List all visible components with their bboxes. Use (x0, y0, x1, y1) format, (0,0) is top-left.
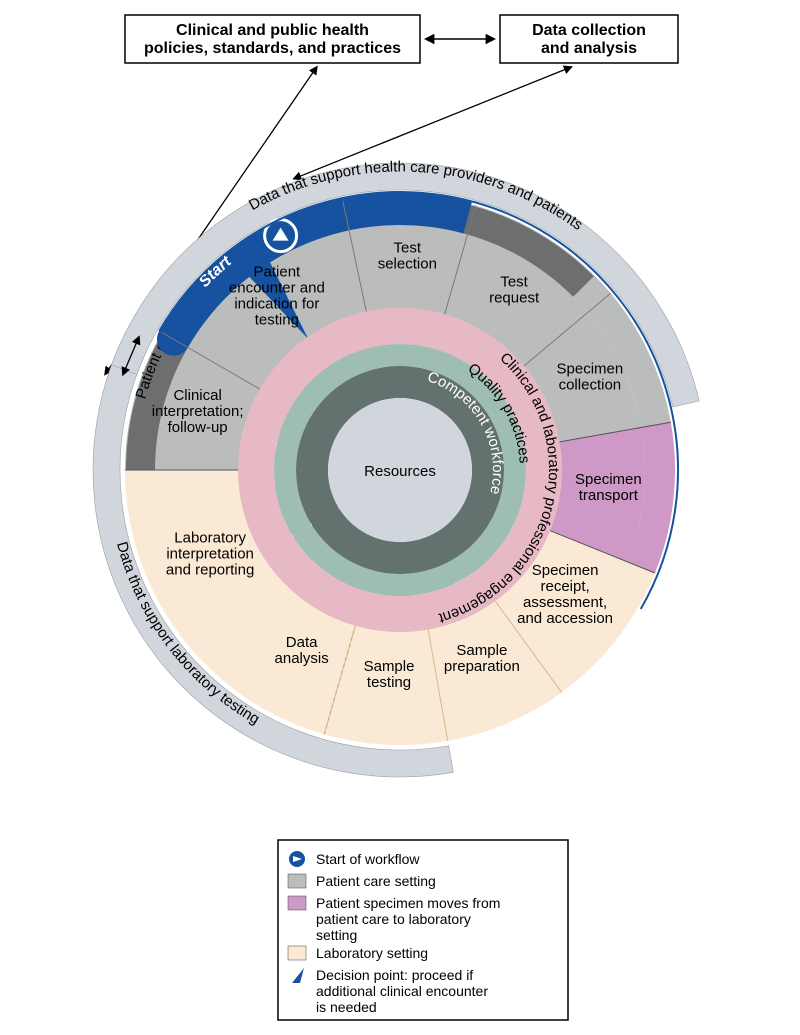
segment-label-5: Specimentransport (575, 471, 642, 504)
legend-text-2: Patient specimen moves from (316, 895, 500, 911)
segment-label-4: Specimencollection (557, 360, 624, 393)
legend-text-3: Laboratory setting (316, 945, 428, 961)
legend-text-2: patient care to laboratory (316, 911, 471, 927)
top-box-right-text: Data collectionand analysis (532, 22, 646, 57)
legend-text-0: Start of workflow (316, 851, 420, 867)
diagram-canvas: Clinical and public healthpolicies, stan… (0, 0, 800, 1035)
legend-swatch-1 (288, 874, 306, 888)
legend-text-2: setting (316, 927, 357, 943)
legend-text-1: Patient care setting (316, 873, 436, 889)
center-label: Resources (364, 463, 436, 480)
segment-label-10: Laboratoryinterpretationand reporting (166, 530, 254, 579)
legend-text-4: additional clinical encounter (316, 983, 488, 999)
top-box-left-text: Clinical and public healthpolicies, stan… (144, 22, 401, 57)
legend-swatch-2 (288, 896, 306, 910)
legend-swatch-3 (288, 946, 306, 960)
legend-text-4: is needed (316, 999, 377, 1015)
segment-label-8: Sampletesting (364, 658, 415, 691)
legend-text-4: Decision point: proceed if (316, 967, 473, 983)
